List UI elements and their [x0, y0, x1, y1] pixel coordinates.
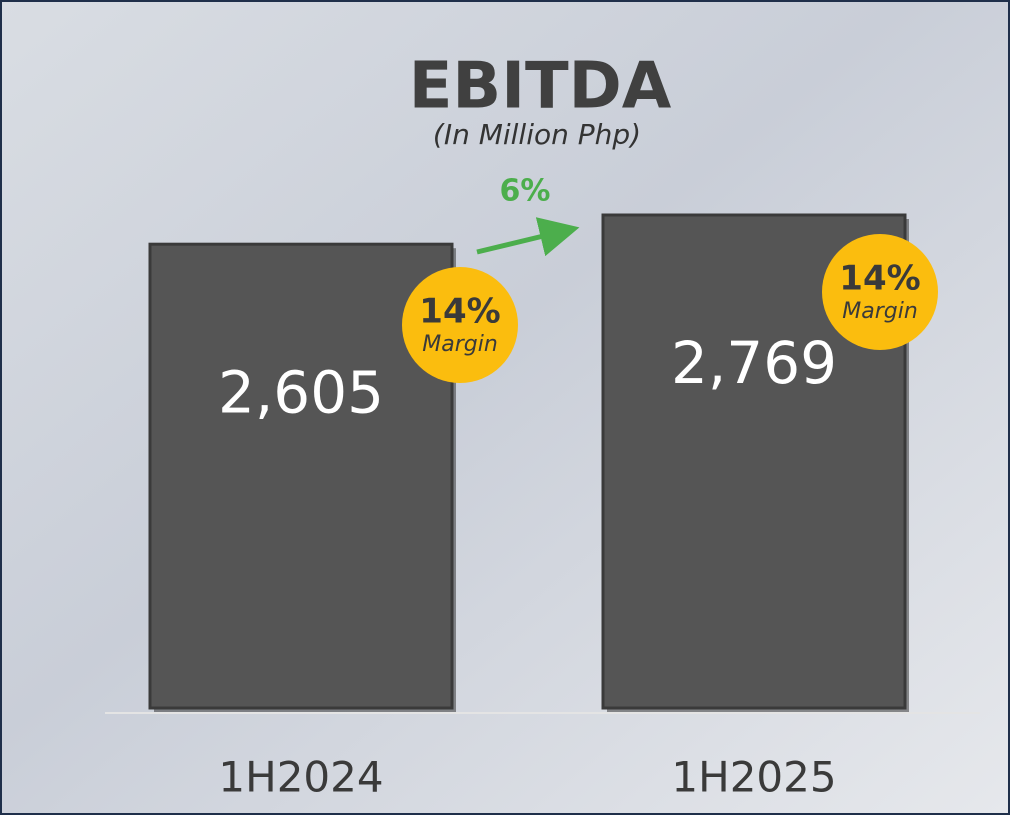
- margin-caption: Margin: [422, 332, 498, 357]
- margin-caption: Margin: [842, 299, 918, 324]
- chart-title: EBITDA: [409, 50, 672, 124]
- margin-value: 14%: [419, 292, 500, 332]
- margin-badge: [822, 234, 938, 350]
- margin-value: 14%: [839, 259, 920, 299]
- x-tick-label: 1H2024: [218, 753, 383, 802]
- value-label: 2,605: [218, 358, 384, 426]
- margin-badge: [402, 267, 518, 383]
- chart-subtitle: (In Million Php): [433, 118, 641, 151]
- value-label: 2,769: [671, 329, 837, 397]
- growth-label: 6%: [500, 174, 551, 209]
- x-tick-label: 1H2025: [671, 753, 836, 802]
- growth-arrow: [476, 217, 580, 257]
- bar: [148, 242, 454, 710]
